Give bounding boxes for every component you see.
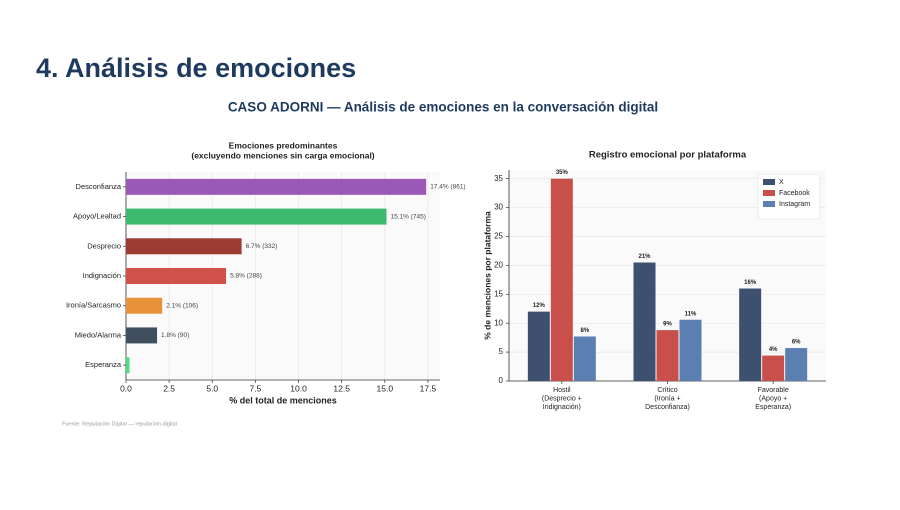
bar — [126, 268, 227, 284]
x-tick-label: 15.0 — [377, 383, 394, 393]
x-tick-label: (Ironía + — [654, 395, 680, 402]
y-tick-label: 15 — [494, 289, 503, 298]
data-label: 12% — [533, 303, 546, 309]
legend-swatch — [763, 190, 775, 196]
data-label: 15.1% (745) — [391, 213, 426, 220]
data-label: 9% — [663, 322, 672, 328]
y-tick-label: Indignación — [83, 271, 121, 280]
bar — [633, 262, 656, 381]
x-tick-label: Indignación) — [543, 404, 581, 411]
x-axis-label: % del total de menciones — [229, 395, 337, 405]
y-tick-label: Esperanza — [85, 360, 122, 369]
y-tick-label: Apoyo/Lealtad — [73, 212, 121, 221]
y-tick-label: 10 — [494, 318, 503, 327]
bar — [527, 311, 550, 381]
x-tick-label: Esperanza) — [755, 404, 791, 411]
legend-box — [757, 173, 821, 220]
data-label: 8% — [580, 328, 589, 334]
x-tick-label: 17.5 — [420, 383, 437, 393]
chart-title: Registro emocional por plataforma — [589, 150, 747, 161]
data-label: 17.4% (861) — [430, 184, 465, 191]
legend-swatch — [763, 179, 775, 185]
y-tick-label: Desprecio — [87, 241, 121, 250]
x-tick-label: (Desprecio + — [542, 395, 582, 402]
bar — [126, 208, 387, 225]
legend-swatch — [763, 201, 775, 207]
slide-title: 4. Análisis de emociones — [36, 53, 356, 83]
bar — [126, 327, 158, 344]
bar — [573, 336, 596, 381]
figure-title: CASO ADORNI — Análisis de emociones en l… — [228, 100, 658, 115]
y-tick-label: 30 — [494, 203, 503, 212]
chart-title: Emociones predominantes — [229, 140, 338, 150]
legend-label: Instagram — [779, 201, 810, 208]
x-tick-label: 0.0 — [120, 383, 132, 393]
data-label: 35% — [556, 170, 569, 176]
bar — [126, 357, 130, 374]
data-label: 16% — [744, 280, 757, 286]
x-tick-label: 7.5 — [249, 383, 261, 393]
bar — [126, 178, 427, 195]
x-tick-label: (Apoyo + — [759, 395, 787, 402]
x-tick-label: 2.5 — [163, 383, 175, 393]
bar — [762, 355, 785, 381]
bar — [126, 238, 242, 255]
bar — [785, 348, 808, 381]
bar — [679, 319, 702, 381]
source-note: Fuente: Reputación Digital — reputacion.… — [62, 421, 177, 427]
x-tick-label: Crítico — [657, 387, 677, 394]
bar — [550, 178, 573, 381]
bar — [656, 330, 679, 381]
bar — [126, 297, 163, 314]
legend-label: Facebook — [779, 190, 810, 197]
data-label: 1.8% (90) — [161, 332, 189, 339]
y-tick-label: 20 — [494, 260, 503, 269]
chart-title: (excluyendo menciones sin carga emociona… — [191, 150, 374, 160]
legend-label: X — [779, 179, 784, 186]
y-tick-label: Miedo/Alarma — [75, 330, 122, 339]
data-label: 6.7% (332) — [246, 243, 278, 250]
data-label: 5.8% (288) — [230, 273, 262, 280]
y-tick-label: 0 — [499, 376, 504, 385]
data-label: 11% — [685, 311, 697, 317]
y-tick-label: 25 — [494, 232, 503, 241]
y-tick-label: Ironía/Sarcasmo — [66, 301, 121, 310]
data-label: 6% — [792, 340, 801, 346]
x-tick-label: Desconfianza) — [645, 404, 690, 411]
data-label: 2.1% (106) — [166, 302, 198, 309]
x-tick-label: 10.0 — [290, 383, 307, 393]
y-axis-label: % de menciones por plataforma — [482, 211, 492, 340]
data-label: 21% — [638, 254, 651, 260]
data-label: 4% — [769, 347, 778, 353]
y-tick-label: 5 — [499, 347, 504, 356]
x-tick-label: 12.5 — [333, 383, 350, 393]
bar — [739, 288, 762, 381]
x-tick-label: 5.0 — [206, 383, 218, 393]
x-tick-label: Hostil — [553, 387, 571, 394]
y-tick-label: 35 — [494, 174, 503, 183]
x-tick-label: Favorable — [758, 387, 789, 394]
y-tick-label: Desconfianza — [76, 182, 122, 191]
